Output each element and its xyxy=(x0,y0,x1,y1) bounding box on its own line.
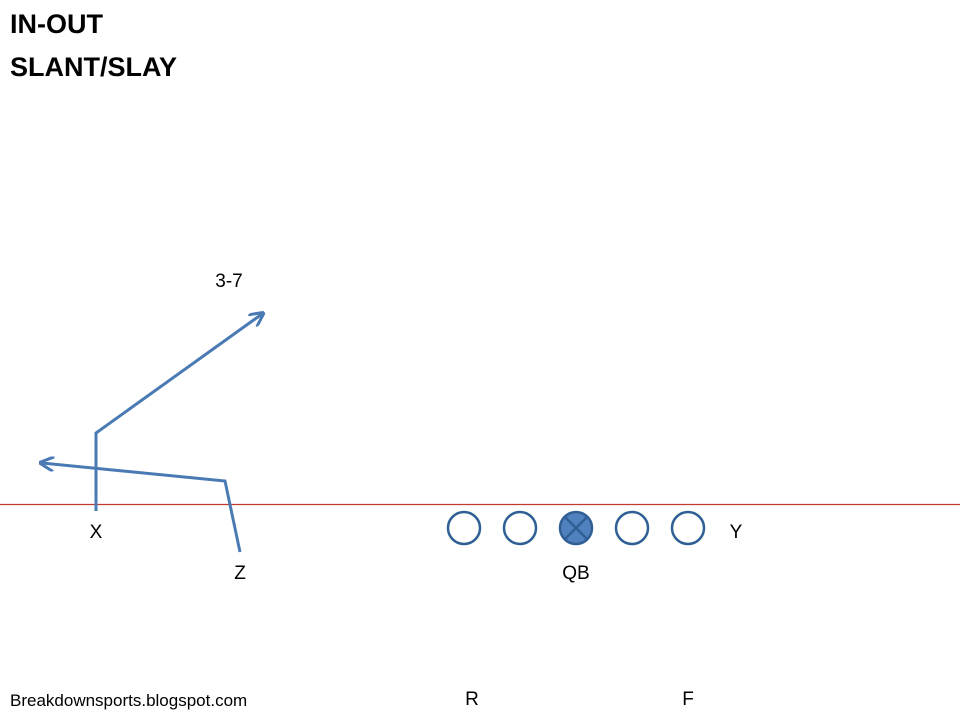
player-y-label: Y xyxy=(729,522,743,543)
player-qb-label: QB xyxy=(562,563,590,584)
player-f-label: F xyxy=(682,689,694,710)
player-z-label: Z xyxy=(234,563,246,584)
lineman-right-tackle xyxy=(670,510,706,546)
lineman-right-guard xyxy=(614,510,650,546)
center-marker xyxy=(558,510,594,546)
lineman-left-tackle xyxy=(446,510,482,546)
play-title-line-1: IN-OUT xyxy=(10,9,103,39)
footer-source-text: Breakdownsports.blogspot.com xyxy=(10,691,248,710)
player-r-label: R xyxy=(465,689,479,710)
route-z-out xyxy=(42,463,242,553)
lineman-left-guard xyxy=(502,510,538,546)
player-x-label: X xyxy=(89,522,103,543)
route-x-slant xyxy=(94,314,262,511)
play-title-line-2: SLANT/SLAY xyxy=(10,52,178,82)
route-depth-label: 3-7 xyxy=(215,271,243,292)
